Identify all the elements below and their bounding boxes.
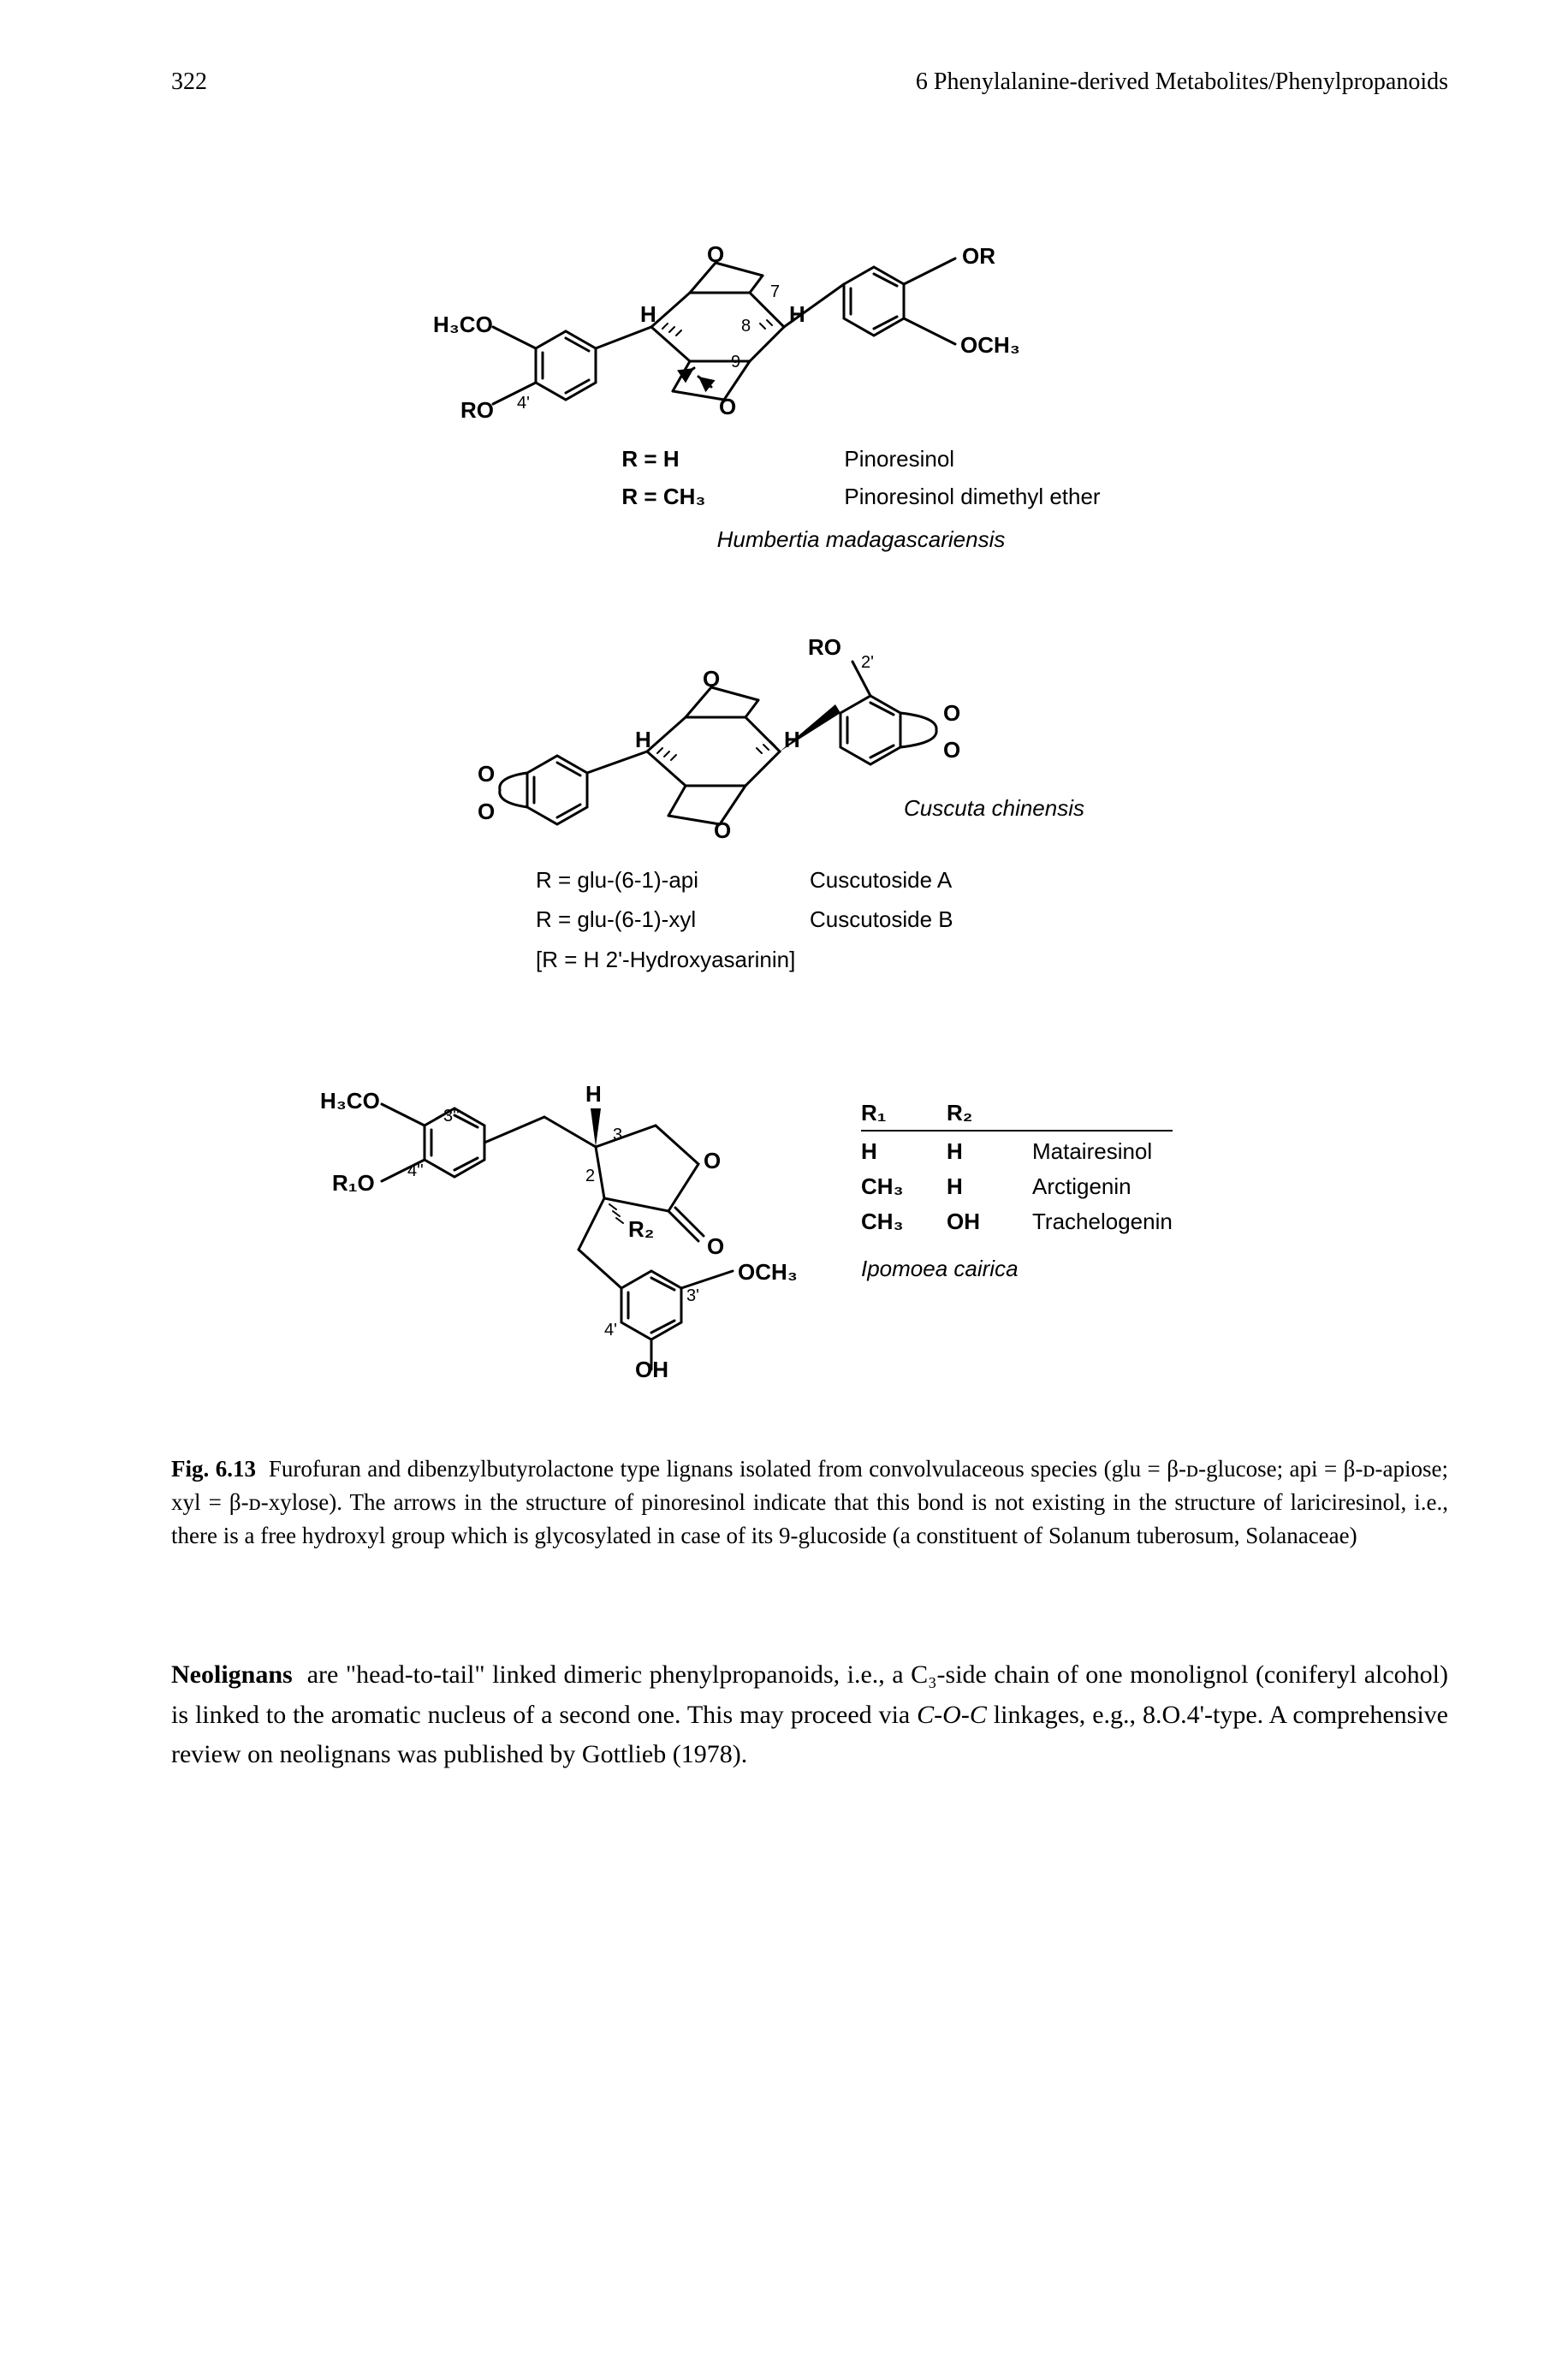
row0-r1: H <box>861 1138 921 1165</box>
def-pinoresinol-dme: Pinoresinol dimethyl ether <box>844 478 1100 515</box>
label-h3co-3: H₃CO <box>320 1088 380 1114</box>
label-o-diox1: O <box>478 761 495 787</box>
label-h-left: H <box>640 301 656 328</box>
label-ro: RO <box>808 634 841 661</box>
label-o-diox3: O <box>943 700 960 727</box>
label-3pp: 3'' <box>443 1107 460 1126</box>
body-paragraph-neolignans: Neolignans are "head-to-tail" linked dim… <box>171 1655 1448 1775</box>
label-pos3: 3 <box>613 1126 622 1145</box>
pinoresinol-skeleton: H₃CO RO 4' OR OCH₃ O O H H 7 8 9 <box>425 156 1195 430</box>
label-7: 7 <box>770 282 780 302</box>
label-o-bot-2: O <box>714 817 731 844</box>
label-r1o: R₁O <box>332 1170 375 1197</box>
label-o-diox4: O <box>943 737 960 763</box>
page-number: 322 <box>171 68 207 96</box>
def-hydroxyasarinin: [R = H 2'-Hydroxyasarinin] <box>536 940 795 980</box>
species-cuscuta: Cuscuta chinensis <box>904 795 1084 822</box>
caption-text: Furofuran and dibenzylbutyrolactone type… <box>171 1456 1448 1548</box>
label-o-top: O <box>707 241 724 268</box>
matairesinol-skeleton: H₃CO R₁O 3'' 4'' H 3 2 O O R₂ OCH₃ OH 3'… <box>296 1014 1323 1374</box>
def-cusc-b: Cuscutoside B <box>810 900 953 940</box>
label-ro-left: RO <box>460 397 494 424</box>
lead-neolignans: Neolignans <box>171 1660 293 1689</box>
label-h-right-2: H <box>784 727 800 753</box>
th-r2: R₂ <box>947 1100 1007 1126</box>
label-och3-3: OCH₃ <box>738 1259 798 1286</box>
figure-6-13: H₃CO RO 4' OR OCH₃ O O H H 7 8 9 R = HPi… <box>171 147 1448 1655</box>
figure-caption: Fig. 6.13 Furofuran and dibenzylbutyrola… <box>171 1452 1448 1553</box>
label-h-top: H <box>585 1081 602 1108</box>
running-head: 6 Phenylalanine-derived Metabolites/Phen… <box>916 68 1448 96</box>
species-humbertia: Humbertia madagascariensis <box>621 520 1100 558</box>
label-oh-3: OH <box>635 1357 668 1383</box>
label-h-left-2: H <box>635 727 651 753</box>
structure-matairesinol: H₃CO R₁O 3'' 4'' H 3 2 O O R₂ OCH₃ OH 3'… <box>296 1014 1323 1384</box>
label-o-top-2: O <box>703 666 720 692</box>
def-r-h: R = H <box>621 440 810 478</box>
row2-r1: CH₃ <box>861 1209 921 1235</box>
caption-label: Fig. 6.13 <box>171 1456 256 1482</box>
cuscutoside-definitions: R = glu-(6-1)-api Cuscutoside A R = glu-(… <box>536 860 1084 980</box>
row0-name: Matairesinol <box>1032 1138 1152 1165</box>
label-o-diox2: O <box>478 799 495 825</box>
substituent-table: R₁ R₂ H H Matairesinol CH₃ H Arctigenin … <box>861 1100 1173 1282</box>
cuscutoside-skeleton: RO 2' O O H H O O O O Cuscuta chinensis <box>425 593 1195 850</box>
label-och3-right: OCH₃ <box>960 332 1020 359</box>
label-pos2: 2 <box>585 1167 595 1186</box>
label-4pp: 4'' <box>407 1161 424 1181</box>
pinoresinol-definitions: R = H Pinoresinol R = CH₃ Pinoresinol dime… <box>621 440 1100 559</box>
label-o-bot: O <box>719 394 736 420</box>
row0-r2: H <box>947 1138 1007 1165</box>
row2-r2: OH <box>947 1209 1007 1235</box>
label-2prime: 2' <box>861 653 874 673</box>
label-8: 8 <box>741 317 751 336</box>
species-ipomoea: Ipomoea cairica <box>861 1256 1173 1282</box>
label-3p: 3' <box>686 1286 699 1306</box>
page-header: 322 6 Phenylalanine-derived Metabolites/… <box>171 68 1448 96</box>
th-r1: R₁ <box>861 1100 921 1126</box>
structure-cuscutoside: RO 2' O O H H O O O O Cuscuta chinensis … <box>425 593 1195 980</box>
label-o-carbonyl: O <box>707 1233 724 1260</box>
label-9: 9 <box>731 353 740 372</box>
def-r-ch3: R = CH₃ <box>621 478 810 515</box>
body-coc: C-O-C <box>917 1701 987 1729</box>
row1-name: Arctigenin <box>1032 1173 1131 1200</box>
structure-pinoresinol: H₃CO RO 4' OR OCH₃ O O H H 7 8 9 R = H Pi… <box>425 156 1195 559</box>
label-r2: R₂ <box>628 1216 654 1243</box>
label-4p: 4' <box>604 1321 617 1340</box>
label-4prime: 4' <box>517 394 530 413</box>
row2-name: Trachelogenin <box>1032 1209 1173 1235</box>
def-cusc-a: Cuscutoside A <box>810 860 952 900</box>
label-or-right: OR <box>962 243 995 270</box>
row1-r1: CH₃ <box>861 1173 921 1200</box>
def-pinoresinol: Pinoresinol <box>844 440 954 478</box>
label-o-ring: O <box>704 1148 721 1174</box>
row1-r2: H <box>947 1173 1007 1200</box>
label-h-right: H <box>789 301 805 328</box>
label-h3co-left: H₃CO <box>433 312 493 338</box>
def-cusc-a-r: R = glu-(6-1)-api <box>536 860 775 900</box>
def-cusc-b-r: R = glu-(6-1)-xyl <box>536 900 775 940</box>
